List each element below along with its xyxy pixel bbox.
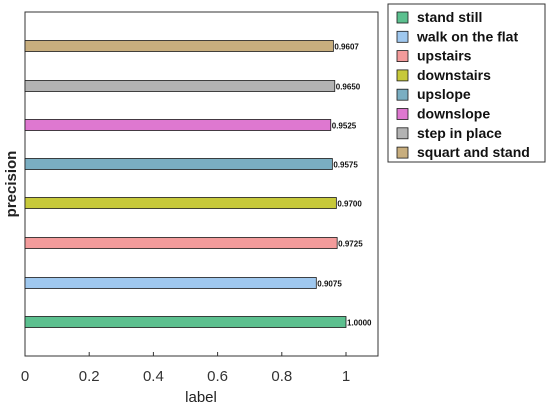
x-tick-label: 0	[21, 368, 29, 385]
bar-downslope	[24, 119, 332, 131]
value-label-stand-still: 1.0000	[347, 319, 372, 328]
legend-swatch-step-in-place	[396, 127, 409, 140]
bar-stand-still	[24, 316, 347, 328]
plot-area	[24, 11, 379, 357]
bar-downstairs	[24, 197, 337, 209]
value-label-upstairs: 0.9725	[338, 240, 363, 249]
value-label-upslope: 0.9575	[333, 161, 358, 170]
legend-label-downstairs: downstairs	[417, 67, 491, 83]
legend-swatch-upstairs	[396, 50, 409, 62]
legend-label-downslope: downslope	[417, 106, 490, 122]
legend: stand still walk on the flat upstairs downs…	[387, 3, 546, 163]
legend-label-squart-and-stand: squart and stand	[417, 144, 530, 160]
x-tick-label: 1	[342, 368, 350, 385]
legend-label-upstairs: upstairs	[417, 48, 472, 64]
legend-label-stand-still: stand still	[417, 9, 482, 25]
legend-swatch-stand-still	[396, 11, 409, 24]
bar-squart-and-stand	[24, 40, 334, 52]
x-tick-label: 0.4	[143, 368, 164, 385]
value-label-squart-and-stand: 0.9607	[334, 43, 359, 52]
value-label-downstairs: 0.9700	[337, 200, 362, 209]
legend-box	[387, 3, 546, 163]
bar-step-in-place	[24, 80, 336, 92]
bar-walk-on-the-flat	[24, 277, 317, 289]
y-axis-label: precision	[3, 151, 20, 218]
bar-upslope	[24, 158, 333, 170]
x-axis-label: label	[185, 389, 217, 406]
legend-swatch-downstairs	[396, 69, 409, 82]
legend-swatch-squart-and-stand	[396, 146, 409, 159]
bar-upstairs	[24, 237, 338, 249]
legend-swatch-downslope	[396, 108, 409, 120]
value-label-step-in-place: 0.9650	[336, 83, 361, 92]
value-label-walk-on-the-flat: 0.9075	[317, 280, 342, 289]
legend-label-upslope: upslope	[417, 86, 471, 102]
legend-swatch-walk-on-the-flat	[396, 30, 409, 43]
x-tick-label: 0.6	[207, 368, 228, 385]
value-label-downslope: 0.9525	[332, 122, 357, 131]
x-tick-label: 0.8	[271, 368, 292, 385]
x-tick-label: 0.2	[79, 368, 100, 385]
legend-label-walk-on-the-flat: walk on the flat	[416, 28, 518, 44]
legend-swatch-upslope	[396, 88, 409, 101]
legend-label-step-in-place: step in place	[417, 125, 502, 141]
